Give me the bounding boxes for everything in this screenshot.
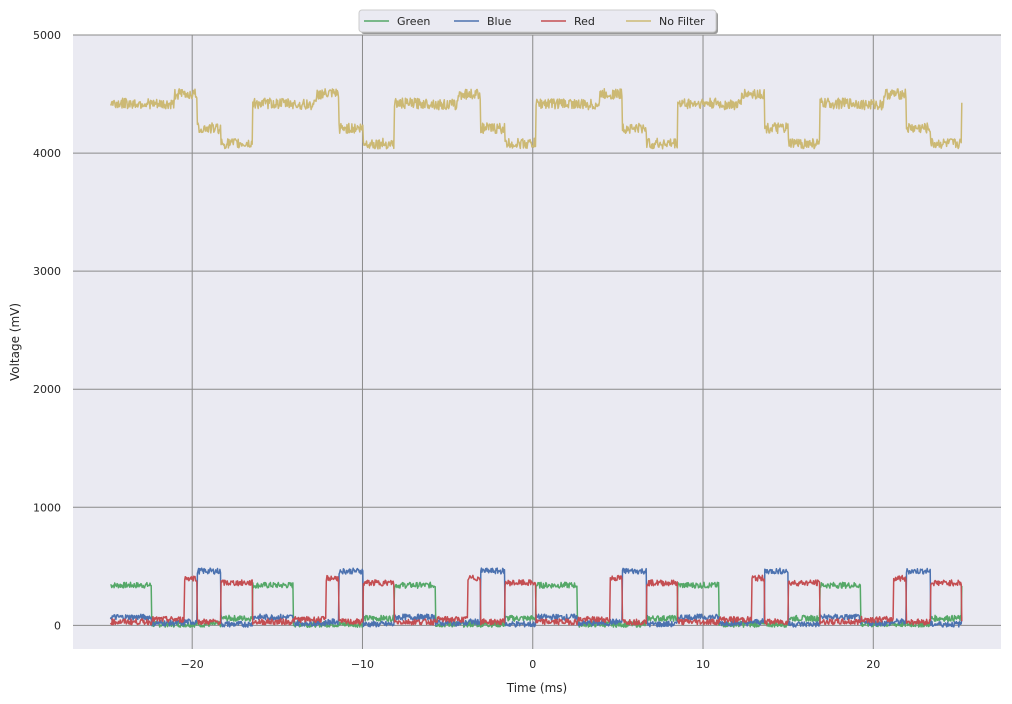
y-tick-label: 3000 [33, 265, 61, 278]
legend-label: Red [574, 15, 595, 28]
legend-label: No Filter [659, 15, 705, 28]
x-tick-label: −10 [351, 658, 374, 671]
y-axis-label: Voltage (mV) [8, 303, 22, 381]
y-tick-label: 5000 [33, 29, 61, 42]
legend-box [358, 9, 717, 33]
y-tick-label: 2000 [33, 383, 61, 396]
x-axis-label: Time (ms) [506, 681, 568, 695]
series-line [109, 574, 963, 626]
series-line [109, 88, 963, 150]
x-tick-label: 20 [866, 658, 880, 671]
y-tick-label: 1000 [33, 501, 61, 514]
series-layer [109, 88, 963, 628]
y-tick-label: 0 [54, 619, 61, 632]
legend: Green Blue Red No Filter [358, 9, 718, 34]
y-axis-ticks: 0 1000 2000 3000 4000 5000 [33, 29, 61, 632]
y-tick-label: 4000 [33, 147, 61, 160]
x-tick-label: 0 [529, 658, 536, 671]
x-axis-ticks: −20 −10 0 10 20 [181, 658, 881, 671]
plot-area [73, 35, 1001, 649]
legend-label: Blue [487, 15, 512, 28]
legend-label: Green [397, 15, 430, 28]
grid [73, 34, 1001, 649]
x-tick-label: 10 [696, 658, 710, 671]
x-tick-label: −20 [181, 658, 204, 671]
